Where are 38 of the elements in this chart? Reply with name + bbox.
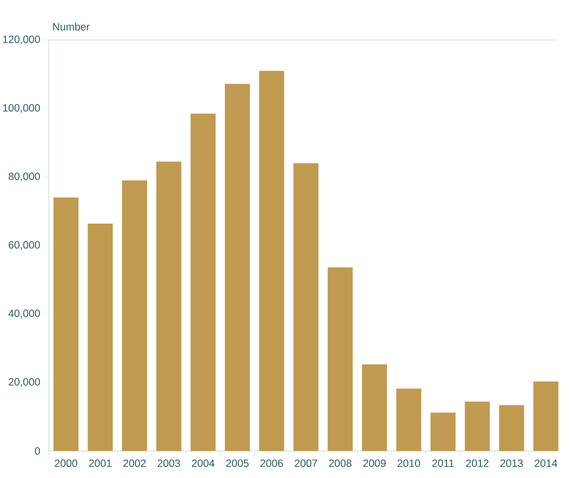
x-tick-label: 2003 — [158, 460, 180, 467]
x-tick-label: 2006 — [260, 460, 283, 467]
bar — [430, 412, 456, 451]
y-tick-label: 0 — [34, 447, 40, 455]
bar — [88, 224, 113, 451]
x-tick-label: 2001 — [89, 460, 112, 467]
x-tick-label: 2008 — [329, 460, 352, 467]
bar — [224, 84, 250, 451]
y-tick-label: 100,000 — [3, 104, 40, 113]
x-tick-label: 2009 — [363, 460, 386, 467]
x-tick-label: 2005 — [226, 460, 249, 467]
bar — [190, 114, 216, 451]
bar — [328, 267, 353, 451]
y-axis-title: Number — [53, 22, 90, 30]
x-tick-label: 2013 — [500, 460, 523, 467]
y-tick-label: 60,000 — [8, 241, 40, 250]
bar — [293, 163, 318, 451]
bar — [122, 180, 148, 451]
bar — [533, 381, 558, 451]
bar — [396, 388, 422, 451]
x-tick-label: 2002 — [123, 460, 146, 467]
y-tick-label: 120,000 — [3, 36, 40, 44]
y-tick-label: 80,000 — [8, 172, 40, 182]
bar — [156, 162, 182, 451]
bar — [259, 70, 284, 451]
x-tick-label: 2010 — [398, 460, 420, 467]
bar — [499, 405, 524, 451]
bar — [362, 364, 387, 451]
x-tick-label: 2004 — [192, 460, 214, 467]
bar — [53, 198, 79, 451]
y-tick-label: 40,000 — [8, 310, 40, 318]
x-tick-label: 2012 — [466, 460, 488, 467]
x-tick-label: 2007 — [294, 460, 318, 467]
x-tick-label: 2000 — [54, 460, 78, 467]
y-tick-label: 20,000 — [8, 378, 40, 387]
x-tick-label: 2011 — [432, 460, 454, 467]
x-tick-label: 2014 — [534, 460, 558, 467]
bar — [464, 402, 490, 451]
